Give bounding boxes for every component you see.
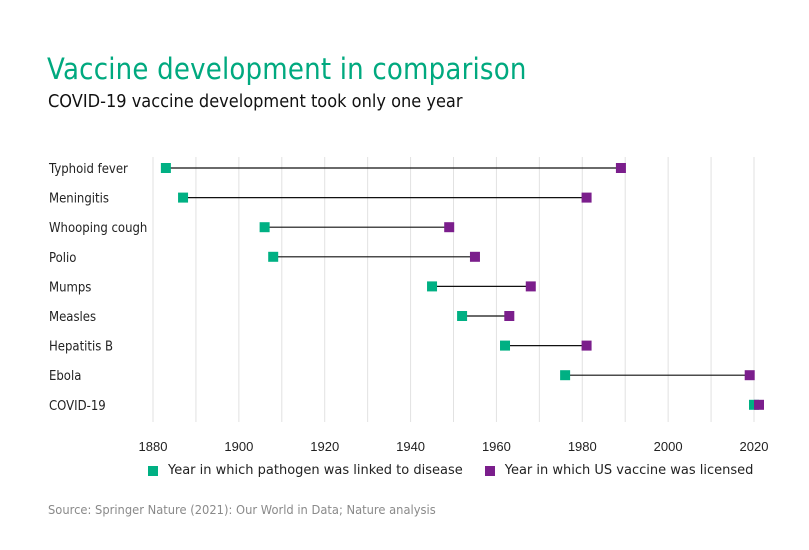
marker-vaccine-licensed <box>615 163 626 173</box>
category-label: Mumps <box>49 280 91 295</box>
x-tick-label: 1880 <box>139 439 168 454</box>
legend: Year in which pathogen was linked to dis… <box>148 463 775 478</box>
y-axis-labels: Typhoid fever Meningitis Whooping cough Pol… <box>48 161 147 413</box>
connectors <box>165 167 759 406</box>
marker-vaccine-licensed <box>581 192 592 203</box>
x-tick-label: 1940 <box>396 439 425 454</box>
legend-item-vaccine: Year in which US vaccine was licensed <box>484 463 754 478</box>
legend-label-vaccine: Year in which US vaccine was licensed <box>504 463 754 478</box>
gridlines <box>152 157 755 422</box>
x-tick-label: 2020 <box>740 439 769 454</box>
chart-title: Vaccine development in comparison <box>47 52 527 86</box>
x-axis-ticks: 1880 1900 1920 1940 1960 1980 2000 2020 <box>139 439 769 454</box>
category-label: Hepatitis B <box>49 339 113 354</box>
marker-pathogen-linked <box>560 370 571 381</box>
marker-vaccine-licensed <box>444 222 455 233</box>
marker-vaccine-licensed <box>581 340 592 351</box>
legend-item-pathogen: Year in which pathogen was linked to dis… <box>148 463 463 478</box>
marker-vaccine-licensed <box>754 399 764 410</box>
marker-vaccine-licensed <box>504 311 515 321</box>
category-label: Measles <box>49 309 96 324</box>
legend-swatch-purple <box>484 465 495 476</box>
marker-pathogen-linked <box>160 163 171 173</box>
category-label: Polio <box>49 250 76 265</box>
marker-vaccine-licensed <box>744 370 755 381</box>
x-tick-label: 1960 <box>482 439 511 454</box>
marker-pathogen-linked <box>500 340 511 351</box>
marker-vaccine-licensed <box>525 281 536 292</box>
marker-pathogen-linked <box>268 251 279 262</box>
source-note: Source: Springer Nature (2021): Our Worl… <box>48 502 436 517</box>
marker-pathogen-linked <box>457 311 468 321</box>
markers <box>160 163 764 410</box>
legend-swatch-green <box>148 465 158 476</box>
marker-pathogen-linked <box>427 281 438 292</box>
category-label: Meningitis <box>49 191 109 206</box>
marker-pathogen-linked <box>259 222 270 233</box>
category-label: Whooping cough <box>49 221 147 236</box>
category-label: COVID-19 <box>49 398 106 413</box>
marker-vaccine-licensed <box>469 251 480 262</box>
legend-label-pathogen: Year in which pathogen was linked to dis… <box>168 463 463 478</box>
x-tick-label: 2000 <box>654 439 683 454</box>
category-label: Typhoid fever <box>48 161 129 176</box>
chart-subtitle: COVID-19 vaccine development took only o… <box>48 91 463 112</box>
marker-pathogen-linked <box>178 192 189 203</box>
category-label: Ebola <box>49 369 81 384</box>
x-tick-label: 1920 <box>310 439 339 454</box>
x-tick-label: 1900 <box>224 439 253 454</box>
x-tick-label: 1980 <box>568 439 597 454</box>
